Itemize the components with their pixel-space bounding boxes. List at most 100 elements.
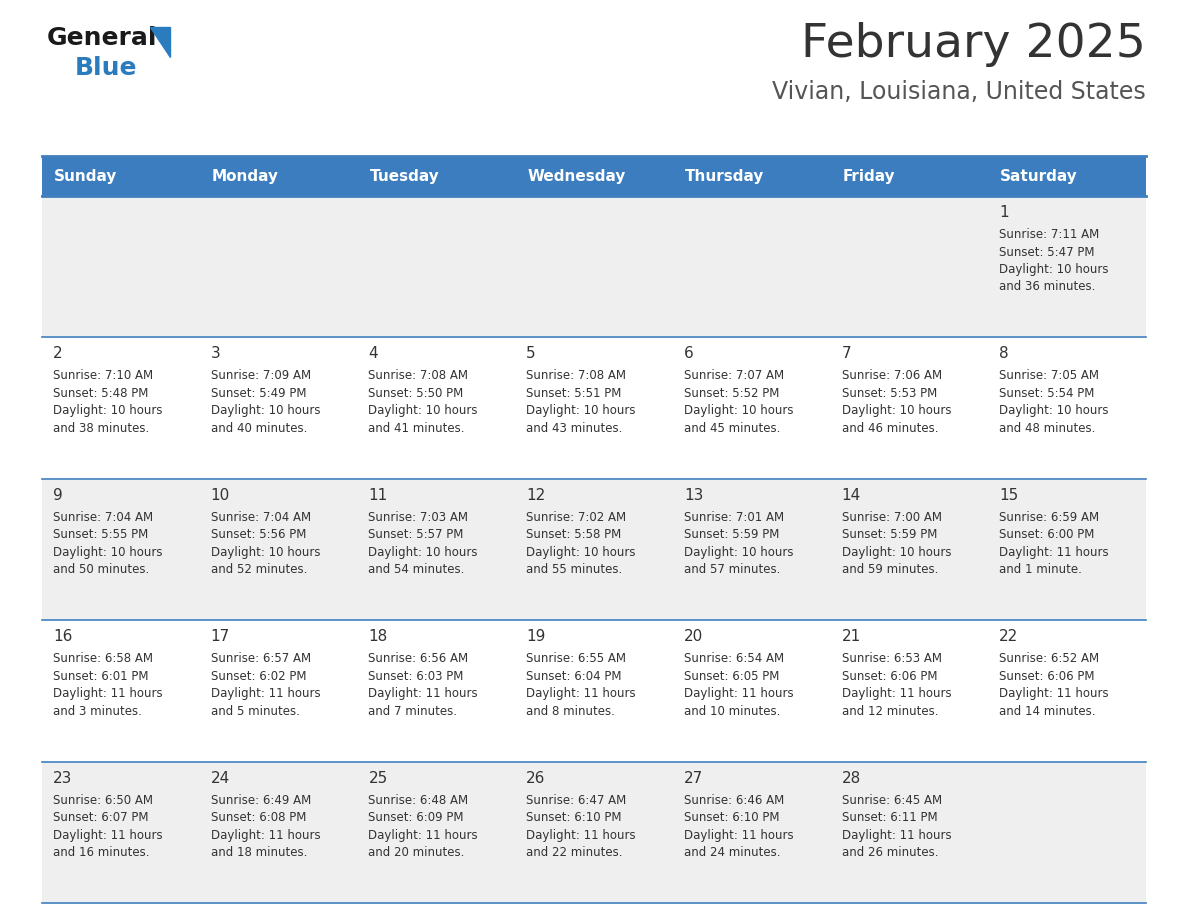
Text: Vivian, Louisiana, United States: Vivian, Louisiana, United States <box>772 80 1146 104</box>
Text: and 18 minutes.: and 18 minutes. <box>210 846 307 859</box>
Bar <box>830 621 988 762</box>
Text: and 57 minutes.: and 57 minutes. <box>684 564 781 577</box>
Bar <box>516 762 672 903</box>
Text: Monday: Monday <box>211 169 279 184</box>
Text: Daylight: 10 hours: Daylight: 10 hours <box>999 263 1108 276</box>
Bar <box>516 156 672 196</box>
Text: 9: 9 <box>53 487 63 503</box>
Text: Daylight: 11 hours: Daylight: 11 hours <box>526 829 636 842</box>
Text: Daylight: 11 hours: Daylight: 11 hours <box>684 829 794 842</box>
Text: 27: 27 <box>684 770 703 786</box>
Text: Daylight: 11 hours: Daylight: 11 hours <box>53 688 163 700</box>
Text: and 3 minutes.: and 3 minutes. <box>53 705 141 718</box>
Text: and 59 minutes.: and 59 minutes. <box>841 564 939 577</box>
Bar <box>830 196 988 338</box>
Text: Daylight: 11 hours: Daylight: 11 hours <box>210 688 321 700</box>
Text: Daylight: 10 hours: Daylight: 10 hours <box>684 405 794 418</box>
Text: Daylight: 11 hours: Daylight: 11 hours <box>368 688 478 700</box>
Text: 4: 4 <box>368 346 378 362</box>
Bar <box>358 479 516 621</box>
Text: and 38 minutes.: and 38 minutes. <box>53 422 150 435</box>
Bar <box>42 196 200 338</box>
Text: Sunset: 5:56 PM: Sunset: 5:56 PM <box>210 528 307 542</box>
Text: 16: 16 <box>53 629 72 644</box>
Text: Sunset: 6:03 PM: Sunset: 6:03 PM <box>368 670 463 683</box>
Text: 19: 19 <box>526 629 545 644</box>
Text: and 54 minutes.: and 54 minutes. <box>368 564 465 577</box>
Text: Sunset: 6:02 PM: Sunset: 6:02 PM <box>210 670 307 683</box>
Text: 10: 10 <box>210 487 230 503</box>
Bar <box>988 156 1146 196</box>
Bar <box>516 479 672 621</box>
Text: Sunset: 6:00 PM: Sunset: 6:00 PM <box>999 528 1094 542</box>
Text: Sunrise: 6:55 AM: Sunrise: 6:55 AM <box>526 652 626 666</box>
Text: and 7 minutes.: and 7 minutes. <box>368 705 457 718</box>
Text: Sunrise: 6:46 AM: Sunrise: 6:46 AM <box>684 793 784 807</box>
Text: and 46 minutes.: and 46 minutes. <box>841 422 939 435</box>
Bar <box>42 156 200 196</box>
Text: Daylight: 11 hours: Daylight: 11 hours <box>526 688 636 700</box>
Text: Sunrise: 7:02 AM: Sunrise: 7:02 AM <box>526 510 626 524</box>
Text: Daylight: 10 hours: Daylight: 10 hours <box>999 405 1108 418</box>
Text: 26: 26 <box>526 770 545 786</box>
Bar <box>672 762 830 903</box>
Text: 12: 12 <box>526 487 545 503</box>
Text: Sunrise: 6:47 AM: Sunrise: 6:47 AM <box>526 793 626 807</box>
Text: Sunset: 5:57 PM: Sunset: 5:57 PM <box>368 528 463 542</box>
Text: Sunset: 5:58 PM: Sunset: 5:58 PM <box>526 528 621 542</box>
Text: 6: 6 <box>684 346 694 362</box>
Text: Sunrise: 7:10 AM: Sunrise: 7:10 AM <box>53 369 153 383</box>
Text: Sunset: 5:59 PM: Sunset: 5:59 PM <box>684 528 779 542</box>
Text: Sunrise: 6:50 AM: Sunrise: 6:50 AM <box>53 793 153 807</box>
Text: Daylight: 11 hours: Daylight: 11 hours <box>999 688 1108 700</box>
Text: 2: 2 <box>53 346 63 362</box>
Bar <box>358 156 516 196</box>
Bar <box>830 479 988 621</box>
Text: Daylight: 11 hours: Daylight: 11 hours <box>841 688 952 700</box>
Bar <box>516 196 672 338</box>
Bar <box>42 762 200 903</box>
Text: Daylight: 10 hours: Daylight: 10 hours <box>210 405 321 418</box>
Text: Sunset: 6:08 PM: Sunset: 6:08 PM <box>210 812 307 824</box>
Bar <box>672 196 830 338</box>
Text: Sunrise: 6:54 AM: Sunrise: 6:54 AM <box>684 652 784 666</box>
Text: Sunrise: 6:52 AM: Sunrise: 6:52 AM <box>999 652 1099 666</box>
Text: February 2025: February 2025 <box>801 22 1146 67</box>
Text: Daylight: 10 hours: Daylight: 10 hours <box>210 546 321 559</box>
Text: 14: 14 <box>841 487 861 503</box>
Text: Daylight: 11 hours: Daylight: 11 hours <box>999 546 1108 559</box>
Bar <box>988 338 1146 479</box>
Bar <box>830 762 988 903</box>
Text: Sunrise: 7:03 AM: Sunrise: 7:03 AM <box>368 510 468 524</box>
Text: and 48 minutes.: and 48 minutes. <box>999 422 1095 435</box>
Text: 13: 13 <box>684 487 703 503</box>
Text: Sunrise: 7:01 AM: Sunrise: 7:01 AM <box>684 510 784 524</box>
Text: Friday: Friday <box>842 169 896 184</box>
Text: and 50 minutes.: and 50 minutes. <box>53 564 150 577</box>
Bar <box>358 196 516 338</box>
Text: and 55 minutes.: and 55 minutes. <box>526 564 623 577</box>
Bar <box>672 621 830 762</box>
Bar <box>42 621 200 762</box>
Text: General: General <box>48 26 158 50</box>
Bar <box>200 621 358 762</box>
Bar <box>516 621 672 762</box>
Text: Thursday: Thursday <box>684 169 764 184</box>
Text: Sunset: 5:49 PM: Sunset: 5:49 PM <box>210 386 307 400</box>
Text: Sunset: 5:48 PM: Sunset: 5:48 PM <box>53 386 148 400</box>
Polygon shape <box>150 27 170 57</box>
Text: 1: 1 <box>999 205 1009 220</box>
Text: 8: 8 <box>999 346 1009 362</box>
Text: Sunset: 5:52 PM: Sunset: 5:52 PM <box>684 386 779 400</box>
Text: Sunset: 5:59 PM: Sunset: 5:59 PM <box>841 528 937 542</box>
Bar <box>988 196 1146 338</box>
Bar <box>358 338 516 479</box>
Text: 5: 5 <box>526 346 536 362</box>
Bar <box>200 479 358 621</box>
Text: Sunrise: 7:08 AM: Sunrise: 7:08 AM <box>526 369 626 383</box>
Text: Daylight: 11 hours: Daylight: 11 hours <box>53 829 163 842</box>
Text: Sunrise: 7:04 AM: Sunrise: 7:04 AM <box>53 510 153 524</box>
Text: and 24 minutes.: and 24 minutes. <box>684 846 781 859</box>
Text: Sunset: 5:51 PM: Sunset: 5:51 PM <box>526 386 621 400</box>
Text: 11: 11 <box>368 487 387 503</box>
